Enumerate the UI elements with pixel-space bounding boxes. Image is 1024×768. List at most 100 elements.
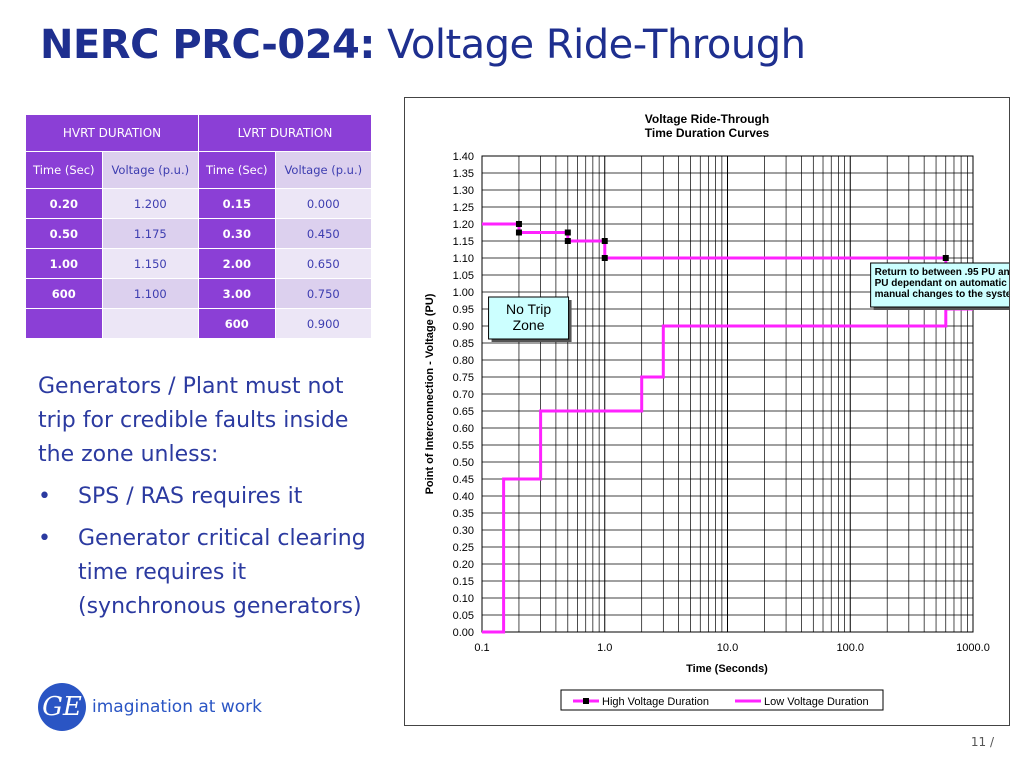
y-tick-label: 0.65 bbox=[453, 406, 474, 418]
table-cell: 0.900 bbox=[274, 308, 373, 339]
return-note: Return to between .95 PU and 1.05PU depe… bbox=[870, 262, 1024, 310]
table-cell: 0.15 bbox=[197, 188, 276, 219]
table-row: 0.50 1.175 0.30 0.450 bbox=[25, 218, 373, 249]
data-point-marker bbox=[564, 229, 571, 236]
y-tick-label: 1.35 bbox=[453, 168, 474, 180]
y-axis-label: Point of Interconnection - Voltage (PU) bbox=[424, 293, 436, 494]
table-row: 1.00 1.150 2.00 0.650 bbox=[25, 248, 373, 279]
list-item: • Generator critical clearing time requi… bbox=[38, 522, 388, 624]
annotation-text: Zone bbox=[513, 317, 545, 333]
x-tick-label: 1.0 bbox=[597, 642, 612, 654]
col-header-hv-voltage: Voltage (p.u.) bbox=[101, 151, 199, 189]
annotation-box bbox=[870, 262, 1024, 308]
x-tick-label: 100.0 bbox=[836, 642, 864, 654]
bullet-dot: • bbox=[38, 484, 51, 509]
y-axis-ticks: 0.00 0.05 0.10 0.15 0.20 0.25 0.30 0.35 0.40 0.45… bbox=[453, 151, 474, 639]
table-cell: 0.000 bbox=[274, 188, 373, 219]
slide-title-rest: Voltage Ride-Through bbox=[387, 22, 806, 68]
y-tick-label: 1.40 bbox=[453, 151, 474, 163]
table-cell bbox=[25, 308, 103, 339]
y-tick-label: 0.10 bbox=[453, 593, 474, 605]
x-tick-label: 10.0 bbox=[717, 642, 738, 654]
y-tick-label: 0.70 bbox=[453, 389, 474, 401]
intro-text: Generators / Plant must not trip for cre… bbox=[38, 374, 349, 467]
table-cell bbox=[101, 308, 199, 339]
y-tick-label: 0.30 bbox=[453, 525, 474, 537]
bullet-text: Generator critical clearing time require… bbox=[78, 526, 366, 619]
annotation-text: manual changes to the system. bbox=[875, 289, 1009, 300]
data-point-marker bbox=[601, 238, 608, 244]
lvrt-header: LVRT DURATION bbox=[197, 114, 373, 152]
chart-grid bbox=[481, 155, 974, 633]
y-tick-label: 0.45 bbox=[453, 474, 474, 486]
voltage-ride-through-chart: Voltage Ride-Through Time Duration Curve… bbox=[424, 112, 1024, 711]
chart-title-line-1: Voltage Ride-Through bbox=[645, 112, 769, 126]
y-tick-label: 0.15 bbox=[453, 576, 474, 588]
y-tick-label: 0.90 bbox=[453, 321, 474, 333]
table-row: 600 1.100 3.00 0.750 bbox=[25, 278, 373, 309]
hvrt-header: HVRT DURATION bbox=[25, 114, 199, 152]
bullet-list: • SPS / RAS requires it • Generator crit… bbox=[38, 480, 388, 624]
y-tick-label: 1.10 bbox=[453, 253, 474, 265]
chart-title-line-2: Time Duration Curves bbox=[645, 126, 770, 140]
data-point-marker bbox=[942, 255, 949, 261]
y-tick-label: 0.00 bbox=[453, 627, 474, 639]
y-tick-label: 1.15 bbox=[453, 236, 474, 248]
table-cell: 600 bbox=[25, 278, 103, 309]
y-tick-label: 0.60 bbox=[453, 423, 474, 435]
x-tick-label: 1000.0 bbox=[956, 642, 990, 654]
list-item: • SPS / RAS requires it bbox=[38, 480, 388, 514]
legend-entry: High Voltage Duration bbox=[602, 696, 709, 708]
y-tick-label: 0.25 bbox=[453, 542, 474, 554]
tagline: imagination at work bbox=[92, 697, 262, 717]
chart-legend: High Voltage Duration Low Voltage Duratio… bbox=[560, 689, 884, 711]
data-point-marker bbox=[564, 238, 571, 244]
y-tick-label: 0.55 bbox=[453, 440, 474, 452]
page-number: 11 / bbox=[970, 735, 994, 749]
table-cell: 1.150 bbox=[101, 248, 199, 279]
y-tick-label: 0.80 bbox=[453, 355, 474, 367]
chart-frame: Voltage Ride-Through Time Duration Curve… bbox=[404, 97, 1024, 726]
data-point-marker bbox=[601, 255, 608, 261]
col-header-lv-time: Time (Sec) bbox=[197, 151, 276, 189]
bullet-dot: • bbox=[38, 526, 51, 551]
table-cell: 0.50 bbox=[25, 218, 103, 249]
table-cell: 2.00 bbox=[197, 248, 276, 279]
y-tick-label: 1.20 bbox=[453, 219, 474, 231]
table-cell: 3.00 bbox=[197, 278, 276, 309]
x-axis-ticks: 0.1 1.0 10.0 100.0 1000.0 bbox=[474, 642, 989, 654]
x-axis-label: Time (Seconds) bbox=[686, 663, 768, 675]
legend-marker bbox=[583, 698, 589, 704]
data-point-marker bbox=[515, 221, 522, 227]
col-header-hv-time: Time (Sec) bbox=[25, 151, 103, 189]
table-cell: 1.200 bbox=[101, 188, 199, 219]
x-tick-label: 0.1 bbox=[474, 642, 489, 654]
annotation-text: Return to between .95 PU and 1.05 bbox=[875, 267, 1009, 278]
y-tick-label: 1.25 bbox=[453, 202, 474, 214]
bullet-text: SPS / RAS requires it bbox=[78, 484, 303, 509]
annotation-box bbox=[488, 296, 570, 340]
y-tick-label: 0.20 bbox=[453, 559, 474, 571]
ge-logo: GE bbox=[38, 683, 86, 731]
table-row: 600 0.900 bbox=[25, 308, 373, 339]
y-tick-label: 0.35 bbox=[453, 508, 474, 520]
slide-title-bold: NERC PRC-024: bbox=[40, 22, 375, 68]
y-tick-label: 1.30 bbox=[453, 185, 474, 197]
table-cell: 600 bbox=[197, 308, 276, 339]
low-voltage-line bbox=[482, 307, 973, 634]
table-cell: 1.100 bbox=[101, 278, 199, 309]
y-tick-label: 0.05 bbox=[453, 610, 474, 622]
table-cell: 0.30 bbox=[197, 218, 276, 249]
y-tick-label: 0.75 bbox=[453, 372, 474, 384]
table-cell: 0.750 bbox=[274, 278, 373, 309]
y-tick-label: 1.00 bbox=[453, 287, 474, 299]
legend-box bbox=[560, 689, 884, 711]
slide-title: NERC PRC-024: Voltage Ride-Through bbox=[40, 22, 806, 68]
annotation-text: PU dependant on automatic or bbox=[875, 278, 1009, 289]
y-tick-label: 1.05 bbox=[453, 270, 474, 282]
table-row: 0.20 1.200 0.15 0.000 bbox=[25, 188, 373, 219]
col-header-lv-voltage: Voltage (p.u.) bbox=[274, 151, 373, 189]
y-tick-label: 0.40 bbox=[453, 491, 474, 503]
